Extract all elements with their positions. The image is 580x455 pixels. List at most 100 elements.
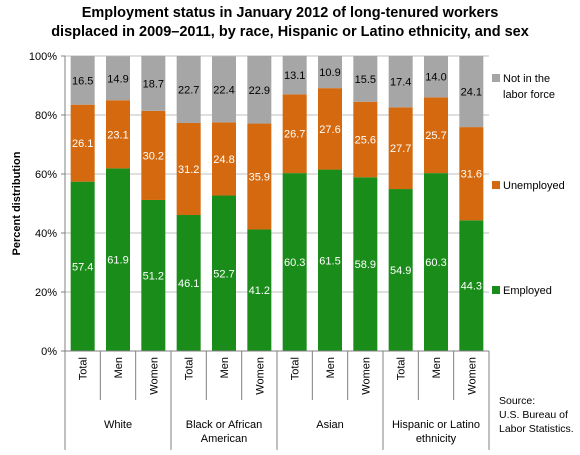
data-label: 52.7 [213,268,234,280]
bar-segment [106,100,130,169]
x-category-label: Men [325,357,337,378]
bar-segment [176,122,201,216]
x-category-label: Women [148,357,160,395]
bar-segment [459,56,484,128]
data-label: 27.7 [390,143,411,155]
data-label: 24.8 [213,154,234,166]
x-category-label: Total [184,357,196,380]
data-label: 14.0 [425,72,446,84]
data-label: 16.5 [72,75,93,87]
data-label: 26.1 [72,138,93,150]
data-label: 17.4 [390,77,411,89]
bar-segment [282,94,307,174]
bar-segment [176,215,201,351]
data-label: 35.9 [249,172,270,184]
data-label: 25.6 [355,134,376,146]
data-label: 41.2 [249,285,270,297]
data-label: 10.9 [319,67,340,79]
bar-segment [424,56,448,98]
bar-segment [212,56,236,123]
y-tick-label: 60% [35,169,57,181]
x-group-label: ethnicity [416,433,457,445]
legend-swatch [492,74,500,82]
bar-segment [424,97,448,174]
x-group-label: American [201,433,247,445]
bar-segment [212,195,236,351]
source-note: Source: U.S. Bureau of Labor Statistics. [499,394,574,436]
data-label: 27.6 [319,124,340,136]
data-label: 58.9 [355,259,376,271]
data-label: 24.1 [461,87,482,99]
x-category-label: Women [360,357,372,395]
data-label: 31.6 [461,169,482,181]
y-tick-label: 80% [35,110,57,122]
data-label: 22.9 [249,85,270,97]
legend-label: Unemployed [503,180,565,192]
data-label: 31.2 [178,164,199,176]
data-label: 30.2 [143,150,164,162]
bar-segment [459,220,484,351]
legend-swatch [492,286,500,294]
bar-segment [247,229,272,351]
legend-swatch [492,181,500,189]
bar-segment [424,173,448,351]
y-tick-label: 0% [41,346,57,358]
bar-segment [318,169,342,351]
data-label: 14.9 [107,73,128,85]
bar-segment [388,56,413,108]
bar-segment [353,56,378,102]
chart-title: Employment status in January 2012 of lon… [0,4,580,42]
bar-segment [282,55,307,95]
x-group-label: Black or African [186,419,262,431]
bar-segment [70,181,95,351]
y-axis-title: Percent distribution [11,151,23,255]
data-label: 51.2 [143,270,164,282]
data-label: 25.7 [425,130,446,142]
bar-segment [282,173,307,351]
data-label: 46.1 [178,278,199,290]
bar-segment [247,123,272,230]
source-line-1: Source: [499,395,536,407]
data-label: 61.9 [107,255,128,267]
bar-segment [70,104,95,182]
source-line-2: U.S. Bureau of [499,409,568,421]
bar-segment [141,199,166,351]
bar-segment [247,56,272,124]
legend-label: Not in the [503,73,550,85]
data-label: 44.3 [461,281,482,293]
bar-segment [388,189,413,351]
legend-label: Employed [503,285,552,297]
legend-label: labor force [503,89,555,101]
bar-segment [459,127,484,221]
x-category-label: Men [113,357,125,378]
chart-title-line-1: Employment status in January 2012 of lon… [81,5,499,21]
x-category-label: Women [254,357,266,395]
bar-segment [318,88,342,170]
x-group-label: Hispanic or Latino [392,419,480,431]
y-tick-label: 40% [35,228,57,240]
bar-segment [141,110,166,200]
data-label: 22.7 [178,84,199,96]
y-tick-label: 20% [35,287,57,299]
x-category-label: Women [466,357,478,395]
data-label: 22.4 [213,84,234,96]
x-category-label: Men [219,357,231,378]
chart-title-line-2: displaced in 2009–2011, by race, Hispani… [51,24,529,40]
x-group-label: Asian [316,419,344,431]
data-label: 26.7 [284,129,305,141]
data-label: 18.7 [143,78,164,90]
source-line-3: Labor Statistics. [499,423,574,435]
bar-segment [212,122,236,196]
bar-segment [141,55,166,111]
bar-segment [353,101,378,178]
bar-segment [176,56,201,123]
data-label: 54.9 [390,265,411,277]
data-label: 60.3 [425,257,446,269]
bar-segment [318,56,342,89]
bar-segment [70,56,95,105]
bar-segment [106,56,130,101]
data-label: 15.5 [355,74,376,86]
data-label: 23.1 [107,129,128,141]
data-label: 60.3 [284,257,305,269]
